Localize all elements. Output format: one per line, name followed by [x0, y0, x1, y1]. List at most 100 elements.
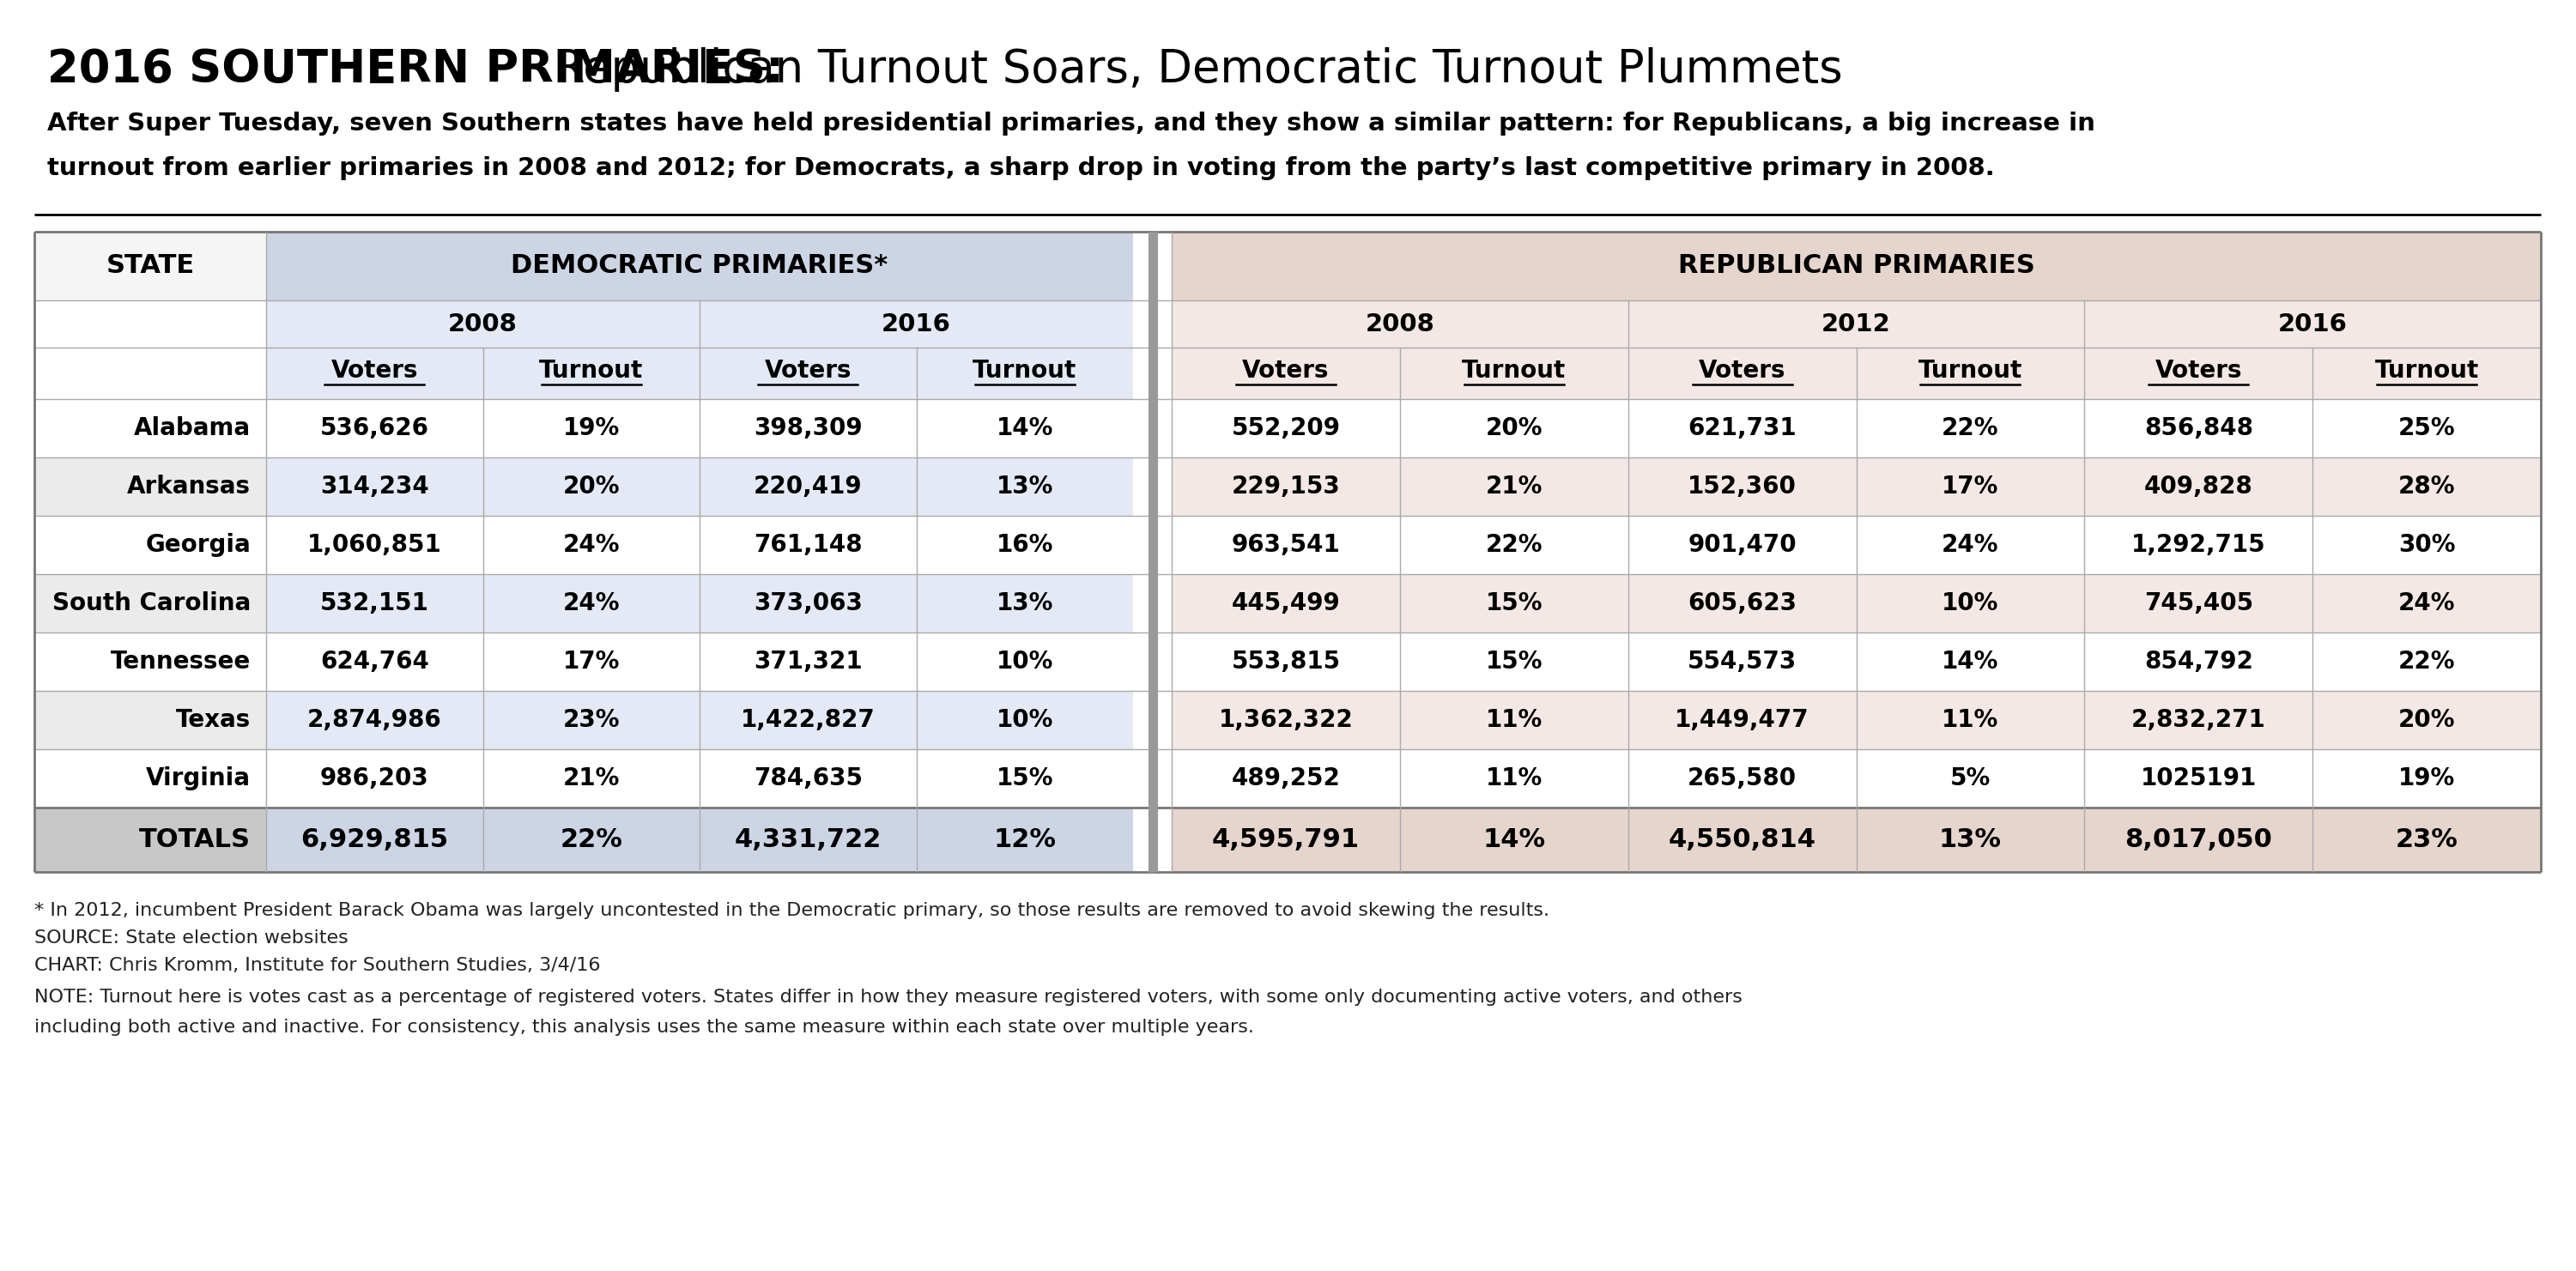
Text: 24%: 24% [2398, 591, 2455, 615]
Text: 152,360: 152,360 [1687, 474, 1795, 498]
Bar [265, 633, 1133, 691]
Text: 445,499: 445,499 [1231, 591, 1340, 615]
Text: 11%: 11% [1486, 766, 1543, 791]
Bar [265, 516, 1133, 574]
Text: 24%: 24% [562, 533, 621, 557]
Bar [265, 300, 1133, 399]
Text: Voters: Voters [330, 358, 417, 383]
Text: 6,929,815: 6,929,815 [301, 827, 448, 852]
Text: 371,321: 371,321 [755, 649, 863, 674]
Bar [33, 399, 265, 458]
Text: 1,449,477: 1,449,477 [1674, 708, 1808, 732]
Text: 24%: 24% [1942, 533, 1999, 557]
Text: * In 2012, incumbent President Barack Obama was largely uncontested in the Democ: * In 2012, incumbent President Barack Ob… [33, 902, 1548, 919]
Text: Turnout: Turnout [1463, 358, 1566, 383]
Text: Turnout: Turnout [538, 358, 644, 383]
Text: 15%: 15% [1486, 591, 1543, 615]
Bar [33, 691, 265, 749]
Text: 4,331,722: 4,331,722 [734, 827, 881, 852]
Text: 16%: 16% [997, 533, 1054, 557]
Text: Turnout: Turnout [1919, 358, 2022, 383]
Text: SOURCE: State election websites: SOURCE: State election websites [33, 929, 348, 947]
Text: 1,060,851: 1,060,851 [307, 533, 440, 557]
Text: 11%: 11% [1486, 708, 1543, 732]
Text: 2012: 2012 [1821, 311, 1891, 336]
Text: Tennessee: Tennessee [111, 649, 250, 674]
Text: After Super Tuesday, seven Southern states have held presidential primaries, and: After Super Tuesday, seven Southern stat… [46, 112, 2094, 136]
Text: 784,635: 784,635 [752, 766, 863, 791]
Text: 373,063: 373,063 [755, 591, 863, 615]
Text: 761,148: 761,148 [755, 533, 863, 557]
Text: 624,764: 624,764 [319, 649, 430, 674]
Text: 854,792: 854,792 [2143, 649, 2254, 674]
Text: 22%: 22% [2398, 649, 2455, 674]
Text: 20%: 20% [562, 474, 621, 498]
Text: South Carolina: South Carolina [52, 591, 250, 615]
Bar [1172, 300, 2540, 399]
Text: 552,209: 552,209 [1231, 416, 1340, 440]
Text: 621,731: 621,731 [1687, 416, 1795, 440]
Text: 4,550,814: 4,550,814 [1669, 827, 1816, 852]
Bar [265, 231, 1133, 300]
Bar [265, 399, 1133, 458]
Bar [1172, 458, 2540, 516]
Bar [33, 300, 265, 399]
Text: 24%: 24% [562, 591, 621, 615]
Text: 25%: 25% [2398, 416, 2455, 440]
Bar [265, 574, 1133, 633]
Text: 2016: 2016 [881, 311, 951, 336]
Text: turnout from earlier primaries in 2008 and 2012; for Democrats, a sharp drop in : turnout from earlier primaries in 2008 a… [46, 156, 1994, 180]
Bar [1172, 749, 2540, 807]
Text: DEMOCRATIC PRIMARIES*: DEMOCRATIC PRIMARIES* [510, 254, 889, 278]
Text: 22%: 22% [1486, 533, 1543, 557]
Text: Virginia: Virginia [147, 766, 250, 791]
Text: NOTE: Turnout here is votes cast as a percentage of registered voters. States di: NOTE: Turnout here is votes cast as a pe… [33, 989, 1741, 1005]
Text: 1,422,827: 1,422,827 [742, 708, 876, 732]
Text: 901,470: 901,470 [1687, 533, 1795, 557]
Text: 17%: 17% [1942, 474, 1999, 498]
Text: 986,203: 986,203 [319, 766, 428, 791]
Text: 536,626: 536,626 [319, 416, 430, 440]
Bar [33, 749, 265, 807]
Text: 10%: 10% [997, 649, 1054, 674]
Text: 5%: 5% [1950, 766, 1991, 791]
Bar [33, 807, 265, 872]
Text: 2016 SOUTHERN PRIMARIES:: 2016 SOUTHERN PRIMARIES: [46, 47, 799, 92]
Text: 13%: 13% [997, 474, 1054, 498]
Text: 856,848: 856,848 [2143, 416, 2254, 440]
Text: 745,405: 745,405 [2143, 591, 2254, 615]
Bar [33, 574, 265, 633]
Text: 314,234: 314,234 [319, 474, 428, 498]
Bar [1172, 633, 2540, 691]
Text: 532,151: 532,151 [319, 591, 430, 615]
Text: 409,828: 409,828 [2143, 474, 2254, 498]
Text: 1025191: 1025191 [2141, 766, 2257, 791]
Bar [33, 231, 265, 300]
Bar [1172, 691, 2540, 749]
Text: Voters: Voters [1698, 358, 1785, 383]
Text: 28%: 28% [2398, 474, 2455, 498]
Text: 1,362,322: 1,362,322 [1218, 708, 1352, 732]
Bar [265, 691, 1133, 749]
Text: TOTALS: TOTALS [139, 827, 250, 852]
Text: 14%: 14% [1942, 649, 1999, 674]
Text: 22%: 22% [1942, 416, 1999, 440]
Text: Republican Turnout Soars, Democratic Turnout Plummets: Republican Turnout Soars, Democratic Tur… [554, 47, 1842, 92]
Text: Voters: Voters [765, 358, 853, 383]
Text: 2008: 2008 [1365, 311, 1435, 336]
Bar [1172, 399, 2540, 458]
Text: 398,309: 398,309 [755, 416, 863, 440]
Text: 4,595,791: 4,595,791 [1211, 827, 1360, 852]
Bar [33, 458, 265, 516]
Text: 605,623: 605,623 [1687, 591, 1795, 615]
Text: CHART: Chris Kromm, Institute for Southern Studies, 3/4/16: CHART: Chris Kromm, Institute for Southe… [33, 957, 600, 974]
Text: 10%: 10% [997, 708, 1054, 732]
Text: 13%: 13% [1940, 827, 2002, 852]
Bar [1172, 516, 2540, 574]
Text: 14%: 14% [997, 416, 1054, 440]
Text: 220,419: 220,419 [755, 474, 863, 498]
Text: REPUBLICAN PRIMARIES: REPUBLICAN PRIMARIES [1677, 254, 2035, 278]
Text: Voters: Voters [1242, 358, 1329, 383]
Text: 15%: 15% [997, 766, 1054, 791]
Text: 20%: 20% [1486, 416, 1543, 440]
